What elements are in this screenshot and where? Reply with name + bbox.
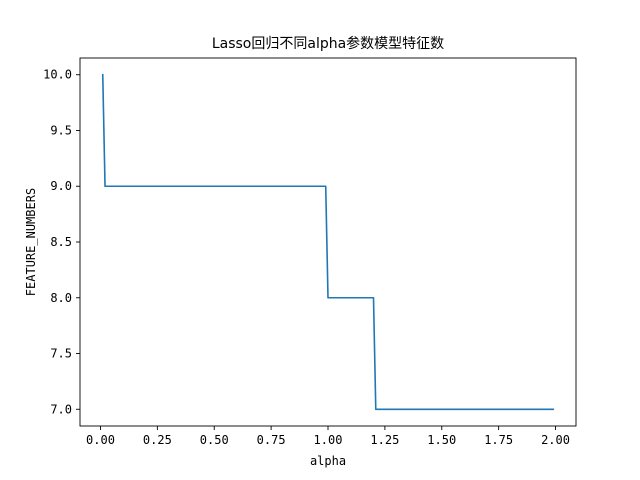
y-tick-label: 8.0	[50, 291, 72, 305]
x-axis-label: alpha	[310, 454, 346, 468]
y-tick-label: 9.0	[50, 179, 72, 193]
y-tick-label: 7.0	[50, 402, 72, 416]
x-tick-label: 2.00	[541, 433, 570, 447]
x-tick-label: 1.75	[484, 433, 513, 447]
y-tick-label: 8.5	[50, 235, 72, 249]
y-axis-label: FEATURE_NUMBERS	[24, 188, 38, 296]
x-tick-label: 1.00	[314, 433, 343, 447]
x-tick-label: 1.50	[427, 433, 456, 447]
chart-title: Lasso回归不同alpha参数模型特征数	[212, 35, 444, 52]
x-tick-label: 0.25	[143, 433, 172, 447]
y-tick-label: 9.5	[50, 123, 72, 137]
y-tick-label: 10.0	[43, 68, 72, 82]
x-tick-label: 0.00	[86, 433, 115, 447]
y-tick-label: 7.5	[50, 347, 72, 361]
x-tick-label: 0.75	[257, 433, 286, 447]
series-line-0	[101, 73, 555, 411]
x-tick-label: 1.25	[370, 433, 399, 447]
plot-area: 0.00 0.25 0.50 0.75 1.00 1.25 1.50 1.75 2.00 7.0 7…	[43, 57, 577, 447]
x-tick-label: 0.50	[200, 433, 229, 447]
